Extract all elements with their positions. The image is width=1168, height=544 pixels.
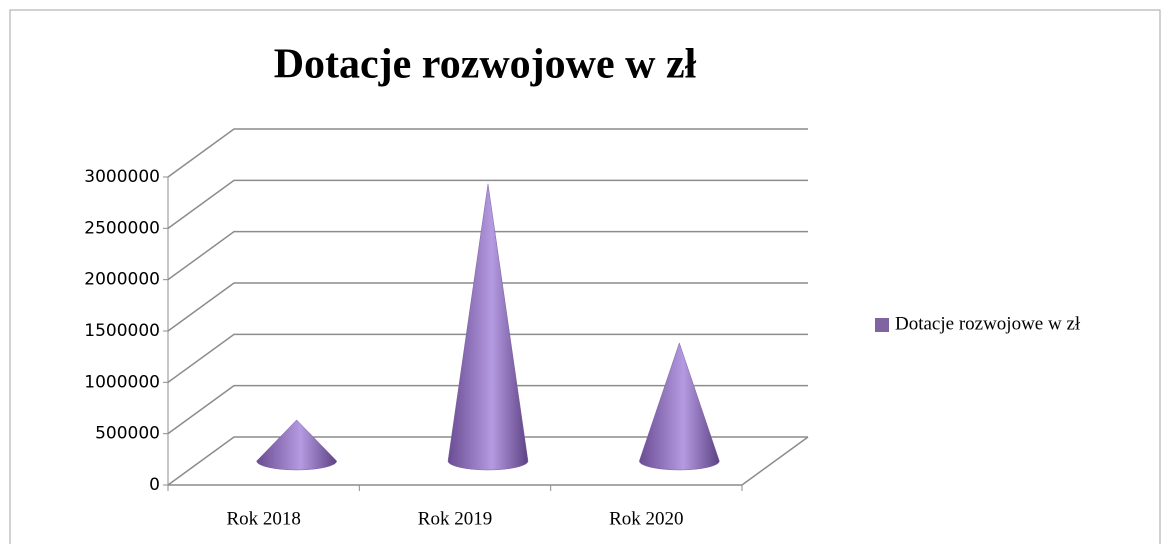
cone: [639, 342, 720, 471]
y-tick-label: 0: [149, 475, 160, 495]
chart-border: [9, 9, 1161, 544]
grid-line: [167, 384, 808, 435]
x-tick-label: Rok 2020: [609, 508, 683, 529]
grid-line: [167, 179, 808, 229]
chart-title: Dotacje rozwojowe w zł: [274, 42, 697, 88]
x-tick-label: Rok 2018: [226, 508, 300, 529]
grid-line: [167, 282, 808, 332]
legend-swatch: [875, 318, 889, 332]
y-tick-label: 1000000: [84, 372, 160, 392]
grid-line: [167, 333, 808, 383]
grid-line: [167, 230, 808, 281]
grid-line: [167, 128, 808, 178]
y-tick-label: 2500000: [84, 218, 160, 238]
grid-line: [167, 436, 808, 486]
legend-label: Dotacje rozwojowe w zł: [895, 313, 1081, 334]
cone: [256, 419, 337, 471]
y-tick-label: 2000000: [84, 270, 160, 290]
cone: [447, 183, 529, 471]
x-tick-label: Rok 2019: [418, 508, 492, 529]
y-tick-label: 500000: [95, 424, 160, 444]
y-tick-label: 3000000: [84, 167, 160, 187]
y-tick-label: 1500000: [84, 321, 160, 341]
